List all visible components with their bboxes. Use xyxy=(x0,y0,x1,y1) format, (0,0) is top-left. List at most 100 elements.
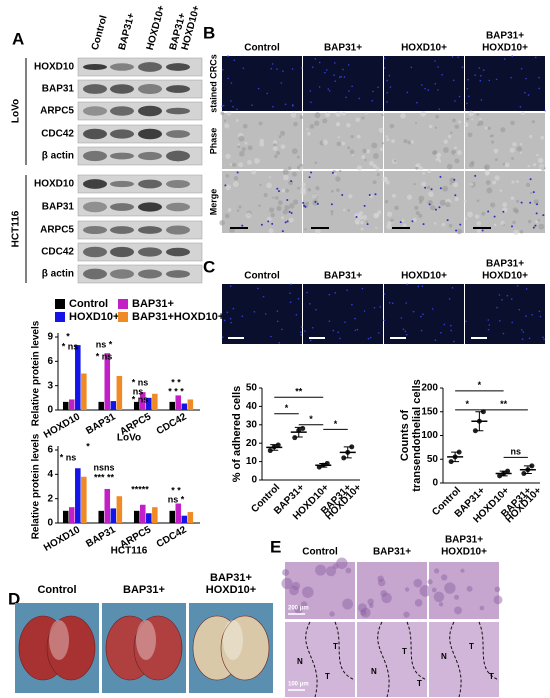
cell-dot xyxy=(314,200,317,203)
texture xyxy=(479,605,485,611)
cell-dot xyxy=(262,295,265,298)
region-label: T xyxy=(333,642,338,651)
texture xyxy=(371,142,378,149)
texture xyxy=(293,121,298,127)
texture xyxy=(241,147,246,152)
blot-band xyxy=(110,152,134,160)
cell-dot xyxy=(297,297,300,300)
texture xyxy=(284,205,290,211)
blot-band xyxy=(166,179,190,189)
texture xyxy=(347,209,351,212)
cell-dot xyxy=(253,310,256,313)
cell-dot xyxy=(377,332,380,334)
cell-dot xyxy=(542,214,545,217)
cell-dot xyxy=(354,329,357,332)
texture xyxy=(266,182,272,189)
cell-dot xyxy=(374,193,377,196)
cell-dot xyxy=(496,306,498,309)
cell-dot xyxy=(458,95,461,98)
texture xyxy=(300,601,308,608)
significance: ** xyxy=(295,387,303,397)
scale-label: 200 μm xyxy=(288,606,309,612)
texture xyxy=(407,140,412,145)
texture xyxy=(486,171,490,176)
bar xyxy=(140,504,146,523)
texture xyxy=(347,146,351,150)
bar xyxy=(75,468,81,523)
texture xyxy=(454,197,459,202)
cell-dot xyxy=(446,219,449,222)
cell-dot xyxy=(272,105,274,108)
texture xyxy=(259,138,264,143)
texture xyxy=(487,126,491,130)
cell-dot xyxy=(525,77,527,80)
error-bar xyxy=(294,426,303,438)
cell-dot xyxy=(424,186,427,189)
cell-dot xyxy=(368,193,371,196)
cell-dot xyxy=(355,216,358,219)
texture xyxy=(233,175,239,181)
cell-dot xyxy=(421,84,423,86)
cell-dot xyxy=(271,63,274,65)
cell-dot xyxy=(267,220,270,223)
texture xyxy=(492,180,497,185)
cell-dot xyxy=(467,78,469,81)
texture xyxy=(356,165,363,171)
cell-dot xyxy=(288,210,291,213)
column-header: Control xyxy=(90,14,110,51)
cell-dot xyxy=(334,292,337,294)
micrograph xyxy=(222,171,302,233)
texture xyxy=(476,221,482,226)
cell-dot xyxy=(482,69,485,71)
cell-dot xyxy=(351,85,353,88)
cell-dot xyxy=(276,320,279,323)
x-tick-label: CDC42 xyxy=(155,524,189,550)
y-tick-label: 0 xyxy=(251,475,257,486)
cell-dot xyxy=(534,56,537,59)
texture xyxy=(434,568,440,574)
texture xyxy=(251,169,257,175)
significance: * ns xyxy=(132,377,149,387)
cell-dot xyxy=(242,67,245,70)
texture xyxy=(307,188,312,192)
cell-dot xyxy=(430,188,433,191)
texture xyxy=(515,180,519,184)
cell-dot xyxy=(337,331,339,334)
cell-dot xyxy=(417,285,420,288)
texture xyxy=(379,147,384,152)
texture xyxy=(531,120,535,124)
cell-dot xyxy=(230,82,233,84)
texture xyxy=(297,186,300,190)
cell-dot xyxy=(386,79,388,82)
texture xyxy=(504,162,510,168)
cell-dot xyxy=(328,320,331,322)
blot-band xyxy=(83,201,107,213)
error-bar xyxy=(270,444,279,451)
y-tick-label: 4 xyxy=(47,469,53,480)
texture xyxy=(454,606,462,615)
texture xyxy=(348,194,353,199)
texture xyxy=(499,189,503,192)
texture xyxy=(437,157,441,162)
y-axis-label: transendothelial cells xyxy=(411,379,423,491)
panel-label: A xyxy=(12,29,24,48)
cell-dot xyxy=(241,315,244,318)
texture xyxy=(432,150,437,156)
texture xyxy=(468,162,475,168)
cell-dot xyxy=(453,340,455,343)
texture xyxy=(391,193,396,198)
cell-dot xyxy=(270,335,272,338)
cell-dot xyxy=(538,87,540,90)
texture xyxy=(413,182,416,186)
texture xyxy=(453,182,459,188)
significance: ***** xyxy=(131,484,149,494)
cell-dot xyxy=(276,187,279,190)
micrograph xyxy=(222,56,302,111)
cell-dot xyxy=(389,86,392,88)
texture xyxy=(454,124,459,129)
texture xyxy=(322,139,328,145)
cell-dot xyxy=(347,64,350,66)
legend-label: Control xyxy=(69,298,108,310)
cell-dot xyxy=(439,187,442,190)
texture xyxy=(342,208,346,212)
